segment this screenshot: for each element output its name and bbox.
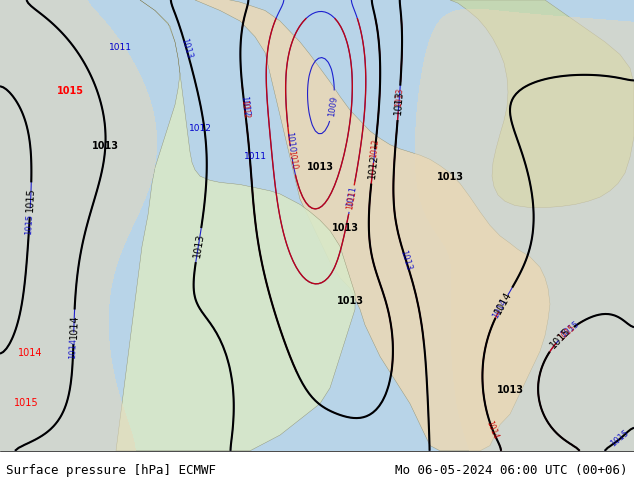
Polygon shape	[450, 0, 634, 208]
Text: 1013: 1013	[394, 87, 404, 107]
Text: 1010: 1010	[284, 131, 295, 153]
Text: 1013: 1013	[337, 296, 363, 306]
Text: 1013: 1013	[332, 222, 358, 233]
Text: 1014: 1014	[493, 290, 514, 316]
Text: 1013: 1013	[393, 90, 405, 116]
Text: Surface pressure [hPa] ECMWF: Surface pressure [hPa] ECMWF	[6, 464, 216, 477]
Text: 1015: 1015	[548, 326, 573, 350]
Text: 1012: 1012	[239, 99, 250, 119]
Text: 1015: 1015	[14, 398, 38, 408]
Text: 1012: 1012	[188, 124, 211, 133]
Text: 1013: 1013	[91, 141, 119, 151]
Text: Mo 06-05-2024 06:00 UTC (00+06): Mo 06-05-2024 06:00 UTC (00+06)	[395, 464, 628, 477]
Text: 1015: 1015	[56, 86, 84, 97]
Text: 1014: 1014	[68, 315, 79, 339]
Text: 1014: 1014	[485, 419, 500, 440]
Polygon shape	[116, 0, 355, 451]
Text: 1013: 1013	[436, 172, 463, 182]
Text: 1009: 1009	[327, 95, 339, 117]
Text: 1011: 1011	[243, 152, 266, 161]
Text: 1013: 1013	[306, 162, 333, 172]
Polygon shape	[195, 0, 550, 451]
Text: 1015: 1015	[24, 213, 34, 235]
Text: 1015: 1015	[25, 187, 36, 212]
Text: 1012: 1012	[370, 138, 380, 158]
Text: 1013: 1013	[399, 249, 413, 271]
Text: 1014: 1014	[18, 348, 42, 359]
Text: 1013: 1013	[191, 232, 205, 258]
Text: 1015: 1015	[559, 319, 581, 340]
Text: 1013: 1013	[179, 37, 193, 60]
Text: 1014: 1014	[68, 337, 78, 359]
Text: 1015: 1015	[556, 323, 577, 343]
Text: 1015: 1015	[609, 429, 631, 449]
Text: 1011: 1011	[108, 43, 131, 52]
Text: 1013: 1013	[496, 385, 524, 395]
Text: 1014: 1014	[491, 297, 509, 320]
Text: 1011: 1011	[346, 186, 358, 208]
Text: 1012: 1012	[239, 95, 250, 117]
Text: 1011: 1011	[346, 190, 358, 210]
Text: 1010: 1010	[287, 150, 299, 171]
Text: 1012: 1012	[367, 153, 379, 179]
